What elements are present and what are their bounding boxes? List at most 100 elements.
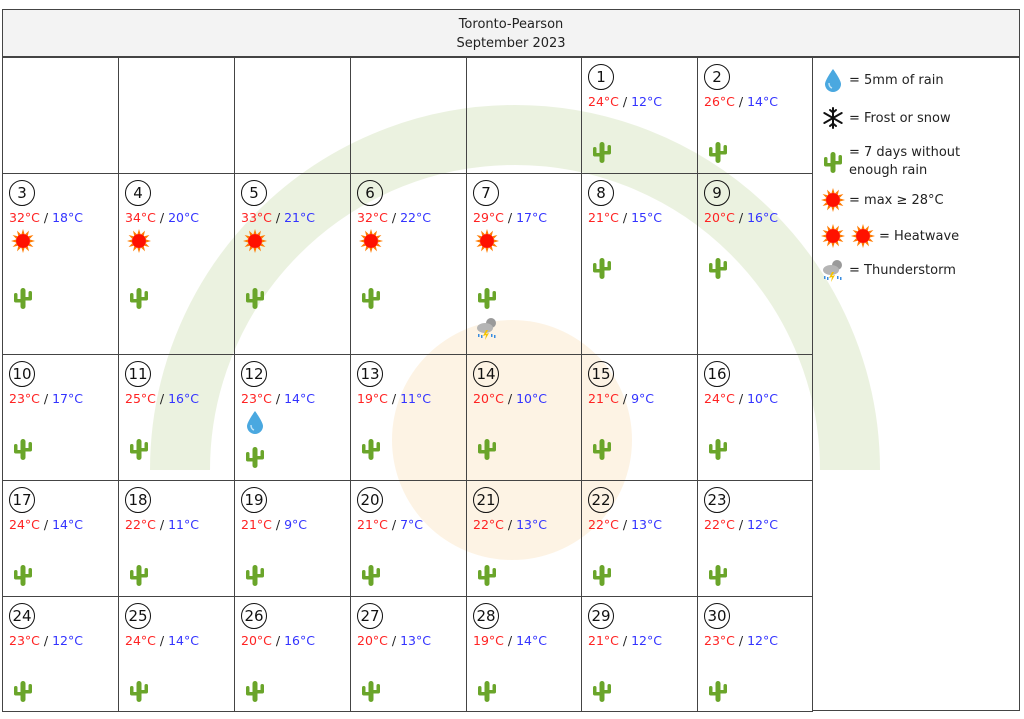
- thunderstorm-icon: [475, 316, 499, 340]
- cactus-icon: [590, 679, 614, 703]
- cactus-icon: [359, 437, 383, 461]
- temperature-range: 23°C / 17°C: [9, 391, 83, 406]
- day-cell: 13 19°C / 11°C: [350, 354, 467, 481]
- legend-label: = Thunderstorm: [849, 262, 956, 278]
- temperature-range: 32°C / 22°C: [357, 210, 431, 225]
- max-temp: 24°C: [588, 94, 619, 109]
- day-number: 11: [125, 361, 151, 387]
- calendar-header: Toronto-Pearson September 2023: [2, 9, 1020, 57]
- separator: /: [503, 210, 517, 225]
- min-temp: 13°C: [516, 517, 547, 532]
- temperature-range: 24°C / 12°C: [588, 94, 662, 109]
- day-number: 13: [357, 361, 383, 387]
- temperature-range: 24°C / 10°C: [704, 391, 778, 406]
- separator: /: [618, 94, 632, 109]
- day-number: 18: [125, 487, 151, 513]
- separator: /: [39, 633, 53, 648]
- day-cell: 14 20°C / 10°C: [466, 354, 582, 481]
- min-temp: 14°C: [168, 633, 199, 648]
- day-number: 7: [473, 180, 499, 206]
- sun-icon: [475, 229, 499, 253]
- sun-icon: [821, 188, 845, 212]
- min-temp: 11°C: [400, 391, 431, 406]
- cactus-icon: [127, 563, 151, 587]
- min-temp: 15°C: [631, 210, 662, 225]
- separator: /: [387, 633, 401, 648]
- separator: /: [618, 517, 632, 532]
- separator: /: [155, 210, 169, 225]
- cactus-icon: [359, 563, 383, 587]
- min-temp: 11°C: [168, 517, 199, 532]
- sun-icon: [359, 229, 383, 253]
- day-number: 8: [588, 180, 614, 206]
- cactus-icon: [475, 437, 499, 461]
- sun-icon: [127, 229, 151, 253]
- day-number: 4: [125, 180, 151, 206]
- temperature-range: 21°C / 9°C: [588, 391, 654, 406]
- separator: /: [39, 517, 53, 532]
- legend-item: = max ≥ 28°C: [821, 188, 944, 212]
- min-temp: 21°C: [284, 210, 315, 225]
- day-number: 27: [357, 603, 383, 629]
- min-temp: 17°C: [516, 210, 547, 225]
- max-temp: 25°C: [125, 391, 156, 406]
- temperature-range: 29°C / 17°C: [473, 210, 547, 225]
- day-cell: 19 21°C / 9°C: [234, 480, 351, 597]
- legend-label: = 5mm of rain: [849, 72, 944, 88]
- cactus-icon: [706, 679, 730, 703]
- max-temp: 22°C: [588, 517, 619, 532]
- separator: /: [387, 517, 401, 532]
- day-cell: 25 24°C / 14°C: [118, 596, 235, 712]
- day-number: 5: [241, 180, 267, 206]
- day-cell: [2, 57, 119, 174]
- min-temp: 16°C: [284, 633, 315, 648]
- cactus-icon: [243, 563, 267, 587]
- cactus-icon: [243, 445, 267, 469]
- max-temp: 19°C: [357, 391, 388, 406]
- cactus-icon: [706, 563, 730, 587]
- cactus-icon: [590, 437, 614, 461]
- min-temp: 16°C: [168, 391, 199, 406]
- max-temp: 22°C: [704, 517, 735, 532]
- min-temp: 7°C: [400, 517, 423, 532]
- day-number: 22: [588, 487, 614, 513]
- separator: /: [503, 633, 517, 648]
- separator: /: [39, 210, 53, 225]
- separator: /: [271, 517, 285, 532]
- temperature-range: 21°C / 7°C: [357, 517, 423, 532]
- day-number: 28: [473, 603, 499, 629]
- separator: /: [387, 391, 401, 406]
- temperature-range: 34°C / 20°C: [125, 210, 199, 225]
- cactus-icon: [821, 150, 845, 174]
- temperature-range: 25°C / 16°C: [125, 391, 199, 406]
- sun-icon: [851, 224, 875, 248]
- min-temp: 22°C: [400, 210, 431, 225]
- temperature-range: 20°C / 10°C: [473, 391, 547, 406]
- separator: /: [271, 633, 285, 648]
- max-temp: 24°C: [9, 517, 40, 532]
- day-cell: 4 34°C / 20°C: [118, 173, 235, 355]
- min-temp: 14°C: [516, 633, 547, 648]
- min-temp: 12°C: [747, 633, 778, 648]
- day-cell: 12 23°C / 14°C: [234, 354, 351, 481]
- max-temp: 23°C: [9, 391, 40, 406]
- day-number: 26: [241, 603, 267, 629]
- separator: /: [271, 391, 285, 406]
- temperature-range: 23°C / 12°C: [9, 633, 83, 648]
- min-temp: 9°C: [631, 391, 654, 406]
- separator: /: [503, 517, 517, 532]
- max-temp: 21°C: [588, 210, 619, 225]
- separator: /: [734, 391, 748, 406]
- day-cell: 2 26°C / 14°C: [697, 57, 813, 174]
- cactus-icon: [243, 679, 267, 703]
- cactus-icon: [127, 286, 151, 310]
- separator: /: [387, 210, 401, 225]
- day-cell: 10 23°C / 17°C: [2, 354, 119, 481]
- separator: /: [271, 210, 285, 225]
- cactus-icon: [590, 563, 614, 587]
- separator: /: [155, 517, 169, 532]
- day-cell: 3 32°C / 18°C: [2, 173, 119, 355]
- max-temp: 32°C: [357, 210, 388, 225]
- min-temp: 16°C: [747, 210, 778, 225]
- cactus-icon: [590, 140, 614, 164]
